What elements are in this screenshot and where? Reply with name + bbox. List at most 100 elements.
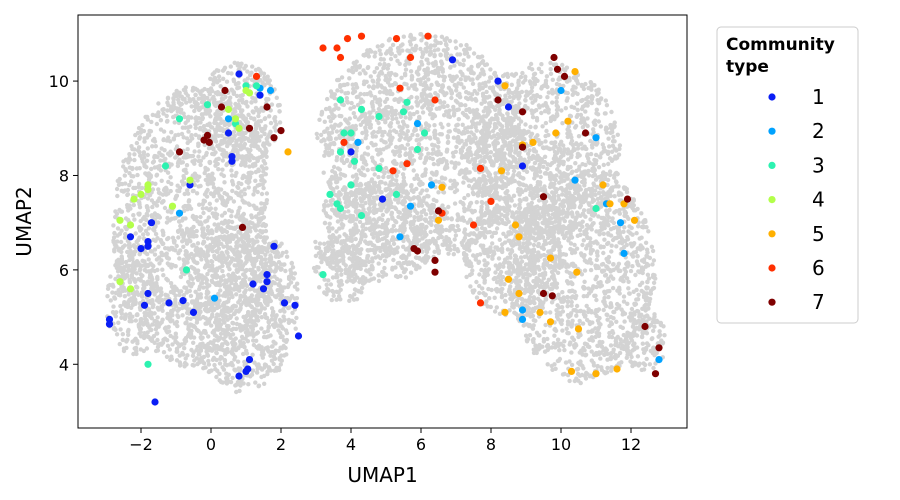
background-cell-point [372, 172, 377, 177]
background-cell-point [188, 316, 193, 321]
background-cell-point [241, 116, 246, 121]
background-cell-point [230, 320, 235, 326]
background-cell-point [208, 340, 213, 345]
background-cell-point [449, 90, 455, 96]
background-cell-point [244, 351, 250, 356]
background-cell-point [170, 342, 175, 347]
background-cell-point [241, 351, 246, 357]
background-cell-point [342, 82, 347, 88]
background-cell-point [284, 330, 290, 336]
background-cell-point [442, 216, 447, 222]
background-cell-point [173, 215, 178, 221]
background-cell-point [235, 211, 241, 216]
background-cell-point [248, 170, 253, 175]
background-cell-point [236, 80, 241, 86]
background-cell-point [199, 222, 204, 227]
background-cell-point [158, 127, 164, 132]
background-cell-point [213, 366, 218, 372]
background-cell-point [271, 339, 276, 344]
background-cell-point [452, 63, 457, 68]
background-cell-point [367, 110, 372, 116]
background-cell-point [206, 358, 211, 364]
background-cell-point [436, 248, 442, 253]
background-cell-point [470, 81, 476, 87]
background-cell-point [161, 158, 166, 163]
background-cell-point [218, 354, 224, 360]
background-cell-point [352, 165, 357, 170]
background-cell-point [183, 120, 188, 126]
background-cell-point [467, 204, 472, 209]
background-cell-point [141, 150, 147, 155]
background-cell-point [277, 357, 282, 362]
background-cell-point [458, 43, 464, 48]
background-cell-point [182, 262, 187, 267]
background-cell-point [440, 229, 445, 234]
background-cell-point [240, 239, 245, 244]
background-cell-point [133, 132, 138, 138]
background-cell-point [204, 349, 209, 354]
background-cell-point [138, 278, 143, 283]
background-cell-point [193, 289, 198, 294]
background-cell-point [259, 303, 264, 309]
background-cell-point [127, 171, 132, 176]
background-cell-point [455, 217, 460, 223]
background-cell-point [166, 191, 171, 196]
background-cell-point [250, 327, 255, 332]
background-cell-point [153, 231, 159, 237]
background-cell-point [155, 295, 160, 300]
background-cell-point [294, 315, 299, 321]
background-cell-point [451, 135, 457, 140]
background-cell-point [417, 65, 422, 70]
background-cell-point [161, 350, 167, 355]
background-cell-point [459, 168, 464, 173]
background-cell-point [153, 238, 158, 243]
background-cell-point [444, 36, 449, 41]
background-cell-point [462, 195, 467, 201]
background-cell-point [372, 69, 377, 75]
background-cell-point [425, 106, 431, 111]
background-cell-point [139, 226, 144, 232]
background-cell-point [158, 118, 164, 123]
background-cell-point [215, 302, 220, 308]
background-cell-point [155, 199, 160, 204]
background-cell-point [229, 173, 235, 178]
background-cell-point [106, 283, 111, 289]
background-cell-point [255, 158, 260, 163]
background-cell-point [137, 135, 143, 140]
background-cell-point [475, 64, 481, 69]
background-cell-point [192, 108, 197, 114]
background-cell-point [466, 67, 471, 72]
background-cell-point [384, 105, 389, 110]
background-cell-point [105, 294, 110, 299]
background-cell-point [234, 382, 239, 387]
background-cell-point [161, 137, 166, 143]
background-cell-point [122, 294, 128, 299]
background-cell-point [114, 186, 120, 192]
background-cell-point [126, 160, 131, 165]
background-cell-point [160, 267, 165, 272]
background-cell-point [487, 75, 493, 80]
background-cell-point [219, 213, 225, 218]
background-cell-point [460, 122, 465, 128]
background-cell-point [132, 337, 137, 343]
background-cell-point [228, 379, 234, 385]
background-cell-point [224, 240, 230, 245]
background-cell-point [215, 125, 220, 130]
background-cell-point [162, 205, 168, 211]
background-cell-point [259, 315, 264, 320]
background-cell-point [120, 332, 126, 337]
background-cell-point [398, 114, 404, 120]
background-cell-point [228, 315, 233, 320]
background-cell-point [110, 282, 115, 287]
background-cell-point [330, 115, 336, 121]
background-cell-point [184, 241, 190, 246]
background-cell-point [453, 184, 458, 189]
background-cell-point [358, 91, 363, 97]
background-cell-point [241, 244, 247, 249]
background-cell-point [212, 243, 217, 249]
background-cell-point [197, 149, 202, 154]
background-cell-point [403, 67, 409, 72]
background-cell-point [393, 54, 398, 59]
background-cell-point [152, 165, 157, 170]
background-cell-point [269, 262, 274, 267]
